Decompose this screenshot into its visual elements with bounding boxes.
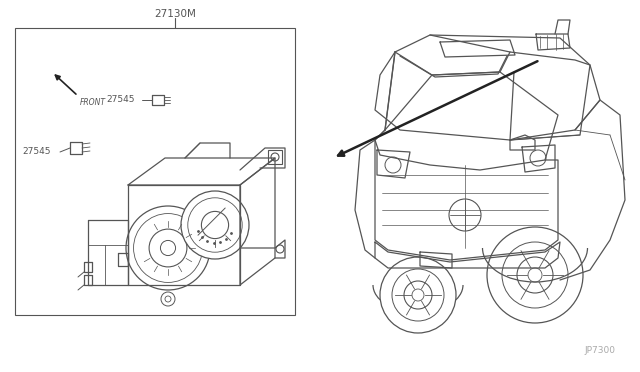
Circle shape (392, 269, 444, 321)
Text: 27130M: 27130M (154, 9, 196, 19)
Text: 27545: 27545 (22, 148, 51, 157)
Circle shape (181, 191, 249, 259)
Circle shape (502, 242, 568, 308)
Circle shape (161, 240, 175, 256)
Circle shape (528, 268, 542, 282)
Circle shape (276, 245, 284, 253)
Circle shape (161, 292, 175, 306)
Bar (15, 28, 295, 315)
Circle shape (149, 229, 187, 267)
Circle shape (134, 214, 202, 282)
Text: JP7300: JP7300 (584, 346, 615, 355)
Bar (268, 150, 282, 164)
Circle shape (202, 211, 228, 238)
Circle shape (380, 257, 456, 333)
Circle shape (530, 150, 546, 166)
Circle shape (385, 157, 401, 173)
Text: FRONT: FRONT (80, 98, 106, 107)
Circle shape (412, 289, 424, 301)
Circle shape (487, 227, 583, 323)
Circle shape (449, 199, 481, 231)
Text: 27545: 27545 (106, 96, 134, 105)
Circle shape (271, 153, 279, 161)
Circle shape (404, 281, 432, 309)
Circle shape (165, 296, 171, 302)
Circle shape (188, 198, 242, 252)
Circle shape (126, 206, 210, 290)
Circle shape (517, 257, 553, 293)
